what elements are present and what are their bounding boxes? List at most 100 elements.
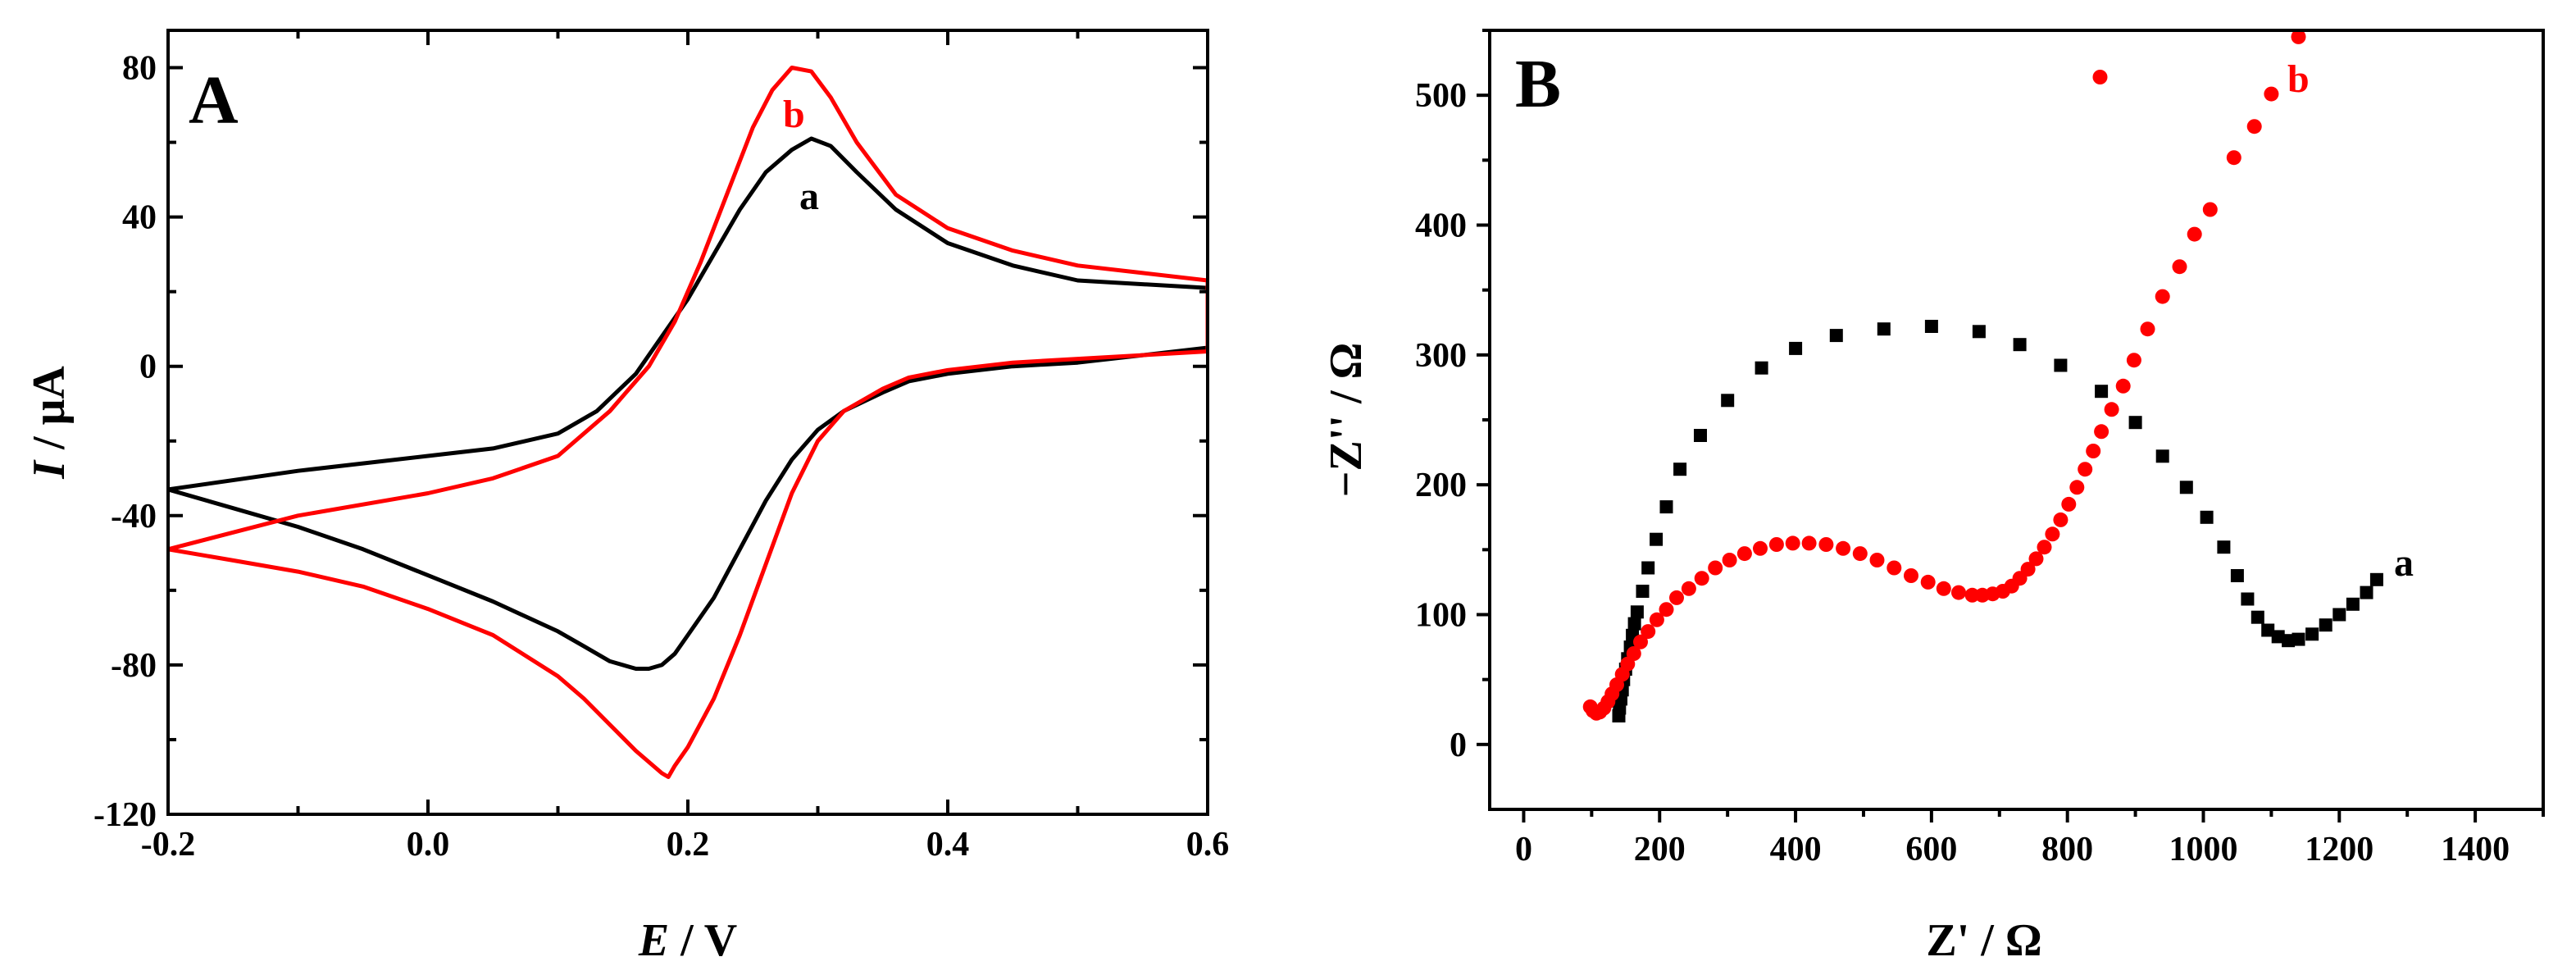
- panel-b-series-a-point: [1721, 394, 1735, 408]
- panel-b-series-b-point: [1818, 537, 1834, 552]
- panel-b-series-a-point: [2305, 627, 2319, 641]
- panel-b-series-b-point: [2202, 202, 2218, 217]
- panel-b-series-b-point: [1920, 574, 1936, 590]
- panel-a-cv-chart: -0.2 0.0 0.2 0.4 0.6 -120 -80 -40 0 40 80 A b a E…: [24, 29, 1230, 966]
- panel-b-plot-area: [1582, 30, 2383, 722]
- panel-b-series-b-point: [1626, 646, 1641, 661]
- panel-b-series-a-point: [2013, 338, 2027, 352]
- panel-b-series-a-point: [1755, 361, 1768, 375]
- panel-b-series-b-point: [2115, 378, 2131, 394]
- panel-a-plot-area: [168, 66, 1208, 779]
- panel-b-series-b-point: [1669, 590, 1684, 605]
- panel-a-x-tick-labels: -0.2 0.0 0.2 0.4 0.6: [141, 826, 1230, 863]
- panel-b-series-a-point: [1972, 325, 1986, 339]
- panel-a-x-tick-label: 0.4: [926, 826, 970, 863]
- panel-b-series-b-point: [2037, 540, 2052, 555]
- panel-b-series-a-point: [2241, 592, 2255, 606]
- panel-b-series-b-point: [1852, 546, 1868, 562]
- panel-b-nyquist-chart: 0 200 400 600 800 1000 1200 1400 0 100 200 300 400 5…: [1321, 29, 2545, 966]
- panel-a-x-tick-label: 0.2: [667, 826, 710, 863]
- panel-a-y-tick-label: -80: [111, 647, 157, 685]
- panel-b-y-tick-label: 0: [1450, 727, 1467, 764]
- panel-b-series-b-point: [1722, 553, 1737, 567]
- panel-a-y-tick-label: -120: [93, 796, 157, 834]
- panel-b-series-a-point: [1650, 532, 1663, 546]
- panel-b-y-axis-title: −Z'' / Ω: [1321, 343, 1372, 498]
- panel-b-y-tick-label: 500: [1415, 77, 1467, 115]
- panel-b-x-tick-label: 1200: [2305, 831, 2373, 868]
- panel-a-x-tick-label: 0.6: [1186, 826, 1230, 863]
- panel-b-y-tick-label: 100: [1415, 597, 1467, 635]
- panel-b-x-tick-label: 0: [1515, 831, 1532, 868]
- panel-b-series-a-point: [2128, 416, 2142, 430]
- panel-b-series-b-point: [1801, 535, 1817, 551]
- panel-b-series-a-point: [1877, 322, 1891, 336]
- panel-a-y-tick-label: 0: [139, 349, 157, 386]
- panel-b-curve-label-a: a: [2394, 541, 2414, 585]
- panel-b-series-b-point: [1753, 540, 1768, 556]
- panel-b-x-tick-label: 800: [2041, 831, 2093, 868]
- panel-b-series-b-point: [2104, 402, 2119, 417]
- panel-b-series-a-point: [2095, 385, 2109, 399]
- panel-b-series-b-point: [2045, 526, 2060, 542]
- panel-b-series-a-point: [1627, 617, 1641, 631]
- panel-b-series-a-point: [1659, 500, 1673, 514]
- panel-a-ticks: [166, 30, 1209, 816]
- panel-b-series-a-point: [2360, 586, 2373, 599]
- panel-b-series-b-point: [2069, 480, 2085, 495]
- panel-b-series-b-point: [2291, 30, 2306, 44]
- panel-a-y-tick-label: 80: [122, 50, 157, 88]
- panel-b-series-a-point: [2179, 481, 2193, 494]
- panel-b-series-b-point: [2086, 444, 2101, 458]
- panel-b-series-b-point: [2053, 512, 2069, 527]
- panel-b-series-a-point: [2155, 449, 2169, 463]
- panel-b-series-a-point: [2282, 634, 2296, 648]
- panel-b-series-a-point: [1694, 429, 1707, 442]
- panel-b-y-tick-label: 200: [1415, 467, 1467, 504]
- panel-a-curve-label-b: b: [783, 93, 805, 136]
- panel-b-series-a-point: [1636, 585, 1650, 598]
- panel-b-series-a-point: [2251, 610, 2264, 624]
- panel-b-series-b-point: [1736, 546, 1752, 562]
- panel-b-series-b-point: [2078, 462, 2093, 477]
- panel-a-series-b-line: [168, 66, 1208, 779]
- panel-b-series-b-point: [2172, 259, 2187, 275]
- panel-b-y-tick-labels: 0 100 200 300 400 500: [1415, 77, 1467, 764]
- panel-b-series-a-point: [2200, 510, 2214, 524]
- panel-a-letter: A: [189, 62, 239, 139]
- panel-b-series-b-point: [2264, 86, 2279, 102]
- panel-b-series-b-point: [2092, 70, 2108, 84]
- panel-b-series-b-point: [1768, 537, 1784, 552]
- panel-b-y-tick-label: 400: [1415, 207, 1467, 245]
- panel-b-x-tick-labels: 0 200 400 600 800 1000 1200 1400: [1515, 831, 2510, 868]
- panel-b-series-a-point: [1673, 462, 1687, 476]
- panel-b-series-b-point: [2094, 424, 2109, 440]
- panel-a-y-tick-label: 40: [122, 199, 157, 237]
- panel-b-x-tick-label: 400: [1770, 831, 1822, 868]
- panel-b-series-a-point: [2346, 597, 2360, 611]
- panel-b-x-tick-label: 200: [1634, 831, 1686, 868]
- panel-b-series-a-point: [2319, 618, 2333, 632]
- panel-b-series-b-point: [2020, 562, 2036, 577]
- panel-a-x-tick-label: -0.2: [141, 826, 196, 863]
- panel-b-series-b-point: [1641, 624, 1656, 640]
- panel-b-series-b-point: [1951, 585, 1966, 600]
- panel-b-series-b-point: [2226, 150, 2241, 166]
- panel-a-x-axis-title: E / V: [638, 915, 737, 966]
- panel-b-series-a-point: [1829, 329, 1843, 343]
- panel-a-y-tick-labels: -120 -80 -40 0 40 80: [93, 50, 157, 834]
- panel-b-series-b-point: [2028, 551, 2044, 567]
- panel-b-series-b-point: [1708, 560, 1723, 576]
- panel-b-series-a-point: [2230, 569, 2244, 582]
- panel-b-curve-label-b: b: [2287, 57, 2310, 101]
- panel-b-series-b-point: [2246, 119, 2262, 134]
- panel-b-series-b-point: [1694, 571, 1709, 586]
- panel-a-series-a-line: [168, 136, 1208, 671]
- panel-b-series-b-point: [1659, 602, 1674, 617]
- panel-b-series-b-point: [1936, 581, 1951, 596]
- panel-b-series-b-point: [2061, 496, 2077, 512]
- panel-b-series-a-point: [1630, 605, 1644, 619]
- panel-b-letter: B: [1515, 46, 1561, 122]
- panel-b-series-a-point: [2217, 540, 2231, 554]
